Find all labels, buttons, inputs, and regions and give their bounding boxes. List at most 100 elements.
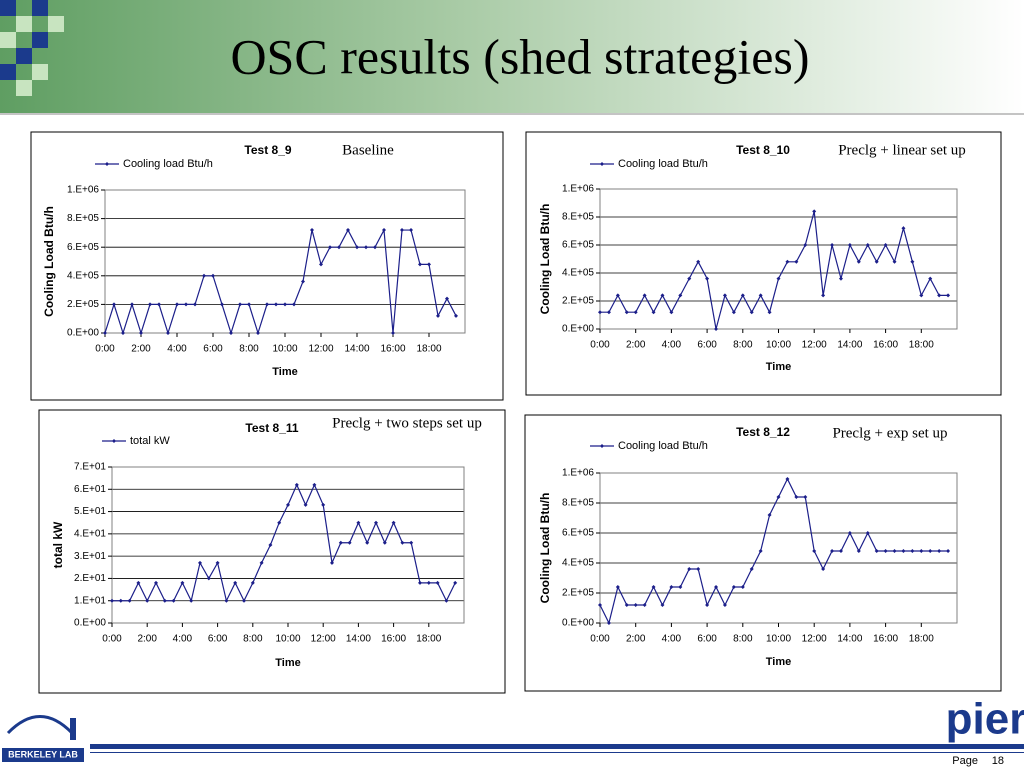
y-tick-label: 2.E+05 [562,588,594,599]
point-marker [303,502,308,507]
point-marker [865,243,870,247]
x-axis-label: Time [275,657,300,669]
point-marker [110,598,114,603]
point-marker [373,245,377,250]
point-marker [705,603,710,607]
point-marker [937,549,942,553]
berkeley-logo: BERKELEY LAB [2,715,84,762]
chart-panel: Test 8_10 Preclg + linear set up Time Cooli… [525,131,1002,396]
y-tick-label: 8.E+05 [67,213,99,224]
y-tick-label: 6.E+01 [74,484,106,495]
y-tick-label: 1.E+06 [562,184,594,195]
point-marker [714,585,719,589]
point-marker [409,228,413,233]
y-tick-label: 0.E+00 [74,618,106,629]
x-tick-label: 14:00 [344,344,369,355]
point-marker [418,580,422,585]
point-marker [321,502,326,507]
point-marker [242,598,246,603]
point-marker [633,603,638,607]
chart-title: Test 8_9 [244,143,291,157]
legend-label: total kW [130,435,170,447]
legend-label: Cooling load Btu/h [123,158,213,170]
point-marker [400,228,404,233]
point-marker [292,302,296,307]
point-marker [139,331,143,335]
legend-marker [600,444,604,448]
point-marker [812,209,817,214]
point-marker [136,580,141,585]
point-marker [874,259,879,264]
point-marker [198,560,202,565]
y-axis-label: total kW [51,521,65,568]
point-marker [776,276,781,281]
x-tick-label: 12:00 [311,634,336,645]
point-marker [803,243,808,247]
footer-bar [90,744,1024,749]
y-tick-label: 4.E+01 [74,528,106,539]
point-marker [865,531,870,535]
y-tick-label: 1.E+06 [562,468,594,479]
chart-annotation: Preclg + linear set up [838,142,966,158]
point-marker [856,259,861,264]
x-tick-label: 0:00 [95,344,115,355]
point-marker [148,302,152,307]
y-tick-label: 4.E+05 [562,268,594,279]
panel-frame [525,131,1002,396]
x-tick-label: 6:00 [203,344,223,355]
point-marker [356,520,361,525]
y-axis-label: Cooling Load Btu/h [538,493,552,604]
point-marker [365,540,370,545]
x-tick-label: 18:00 [416,344,441,355]
point-marker [946,293,951,298]
point-marker [874,549,879,553]
series-line [599,477,949,625]
x-tick-label: 0:00 [590,634,610,645]
point-marker [274,302,278,307]
point-marker [883,243,888,247]
point-marker [606,621,611,625]
x-tick-label: 6:00 [208,634,228,645]
x-tick-label: 16:00 [873,634,898,645]
x-tick-label: 4:00 [167,344,187,355]
series-line [104,227,457,335]
point-marker [615,293,620,298]
x-tick-label: 14:00 [837,340,862,351]
point-marker [171,598,176,603]
point-marker [598,310,602,315]
point-marker [256,331,260,335]
y-tick-label: 6.E+05 [562,240,594,251]
point-marker [642,293,647,298]
point-marker [919,549,924,553]
point-marker [330,560,334,565]
x-tick-label: 16:00 [873,340,898,351]
point-marker [651,585,656,589]
x-tick-label: 12:00 [802,634,827,645]
point-marker [426,580,431,585]
point-marker [400,540,405,545]
point-marker [157,302,161,307]
x-tick-label: 2:00 [626,340,646,351]
series-line [600,211,949,330]
point-marker [758,549,763,553]
point-marker [444,598,449,603]
point-marker [247,302,251,307]
point-marker [615,585,620,589]
point-marker [776,495,781,499]
x-axis-label: Time [766,656,791,668]
chart-title: Test 8_11 [245,421,298,435]
point-marker [812,549,817,553]
point-marker [215,560,220,565]
x-tick-label: 18:00 [909,340,934,351]
point-marker [946,549,951,553]
point-marker [749,567,754,571]
point-marker [127,598,132,603]
point-marker [606,310,611,315]
point-marker [821,567,826,571]
x-tick-label: 10:00 [275,634,300,645]
panel-frame [524,414,1002,692]
point-marker [847,243,852,247]
x-tick-label: 4:00 [173,634,193,645]
chart-title: Test 8_12 [736,425,790,439]
point-marker [740,293,745,298]
